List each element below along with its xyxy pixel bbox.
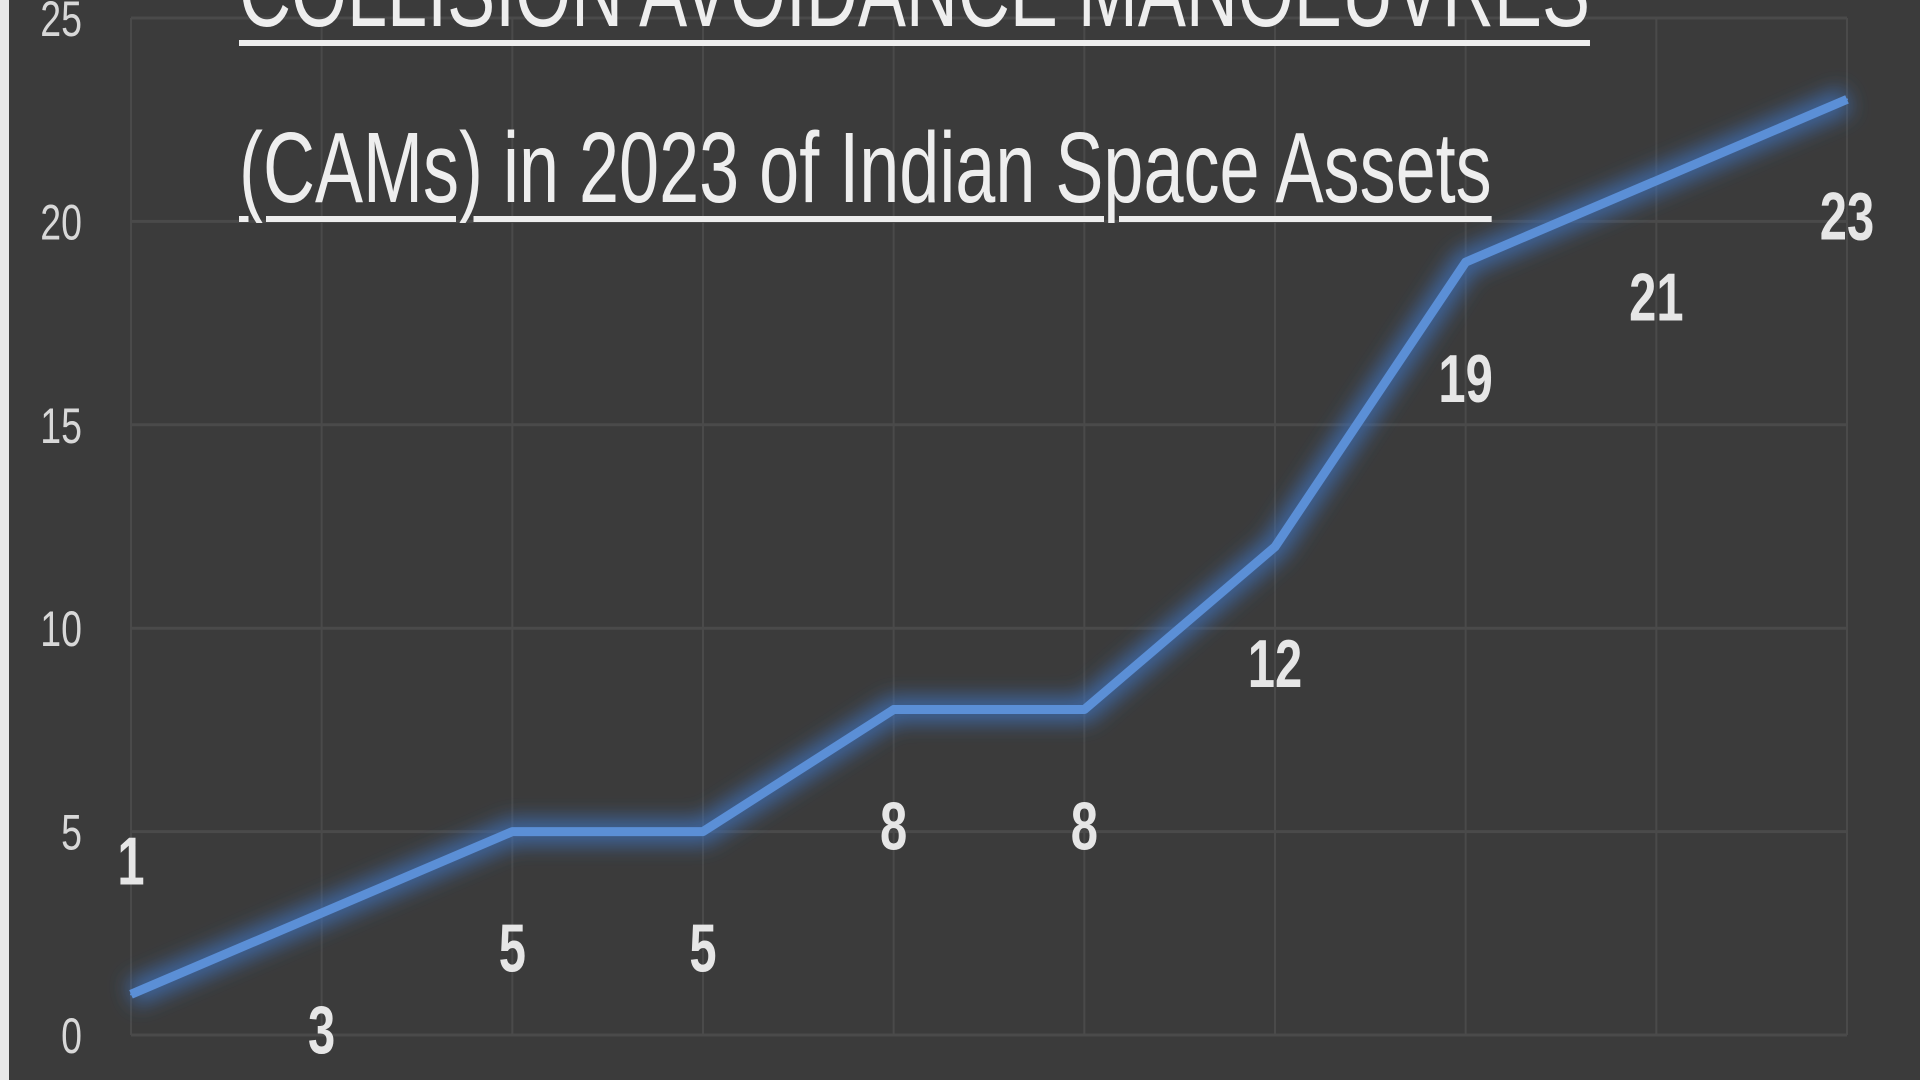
series-line <box>125 87 1853 1007</box>
series-glow <box>125 87 1853 1007</box>
data-label: 5 <box>689 910 716 987</box>
data-label: 12 <box>1248 625 1302 702</box>
data-label: 8 <box>880 788 907 865</box>
data-point <box>1655 179 1658 182</box>
data-point <box>1464 261 1467 264</box>
data-labels: 1 3 5 5 8 8 12 19 21 23 <box>117 177 1874 1067</box>
y-axis-ticks: 0 5 10 15 20 25 <box>40 0 82 1064</box>
y-tick-label: 0 <box>61 1009 82 1064</box>
data-point <box>320 911 323 914</box>
data-point <box>702 830 704 833</box>
data-label: 21 <box>1629 259 1683 336</box>
data-label: 19 <box>1438 340 1492 417</box>
data-point <box>892 708 895 711</box>
data-label: 1 <box>117 822 144 899</box>
data-point <box>511 830 514 833</box>
chart-title-line-1: COLLISION AVOIDANCE MANOEUVRES <box>239 0 1590 42</box>
data-point <box>1274 545 1276 548</box>
data-label: 8 <box>1071 788 1098 865</box>
data-label: 23 <box>1820 177 1874 254</box>
y-tick-label: 20 <box>40 195 82 250</box>
y-tick-label: 10 <box>40 602 82 657</box>
data-point <box>130 993 132 996</box>
data-label: 5 <box>499 910 526 987</box>
data-point <box>1846 98 1848 101</box>
y-tick-label: 25 <box>40 0 82 47</box>
left-border <box>0 0 9 1080</box>
series-line-path <box>129 95 1849 999</box>
y-tick-label: 5 <box>61 805 82 860</box>
data-point <box>1083 708 1086 711</box>
data-label: 3 <box>308 991 335 1068</box>
y-tick-label: 15 <box>40 399 82 454</box>
chart-title-line-2: (CAMs) in 2023 of Indian Space Assets <box>239 112 1492 224</box>
